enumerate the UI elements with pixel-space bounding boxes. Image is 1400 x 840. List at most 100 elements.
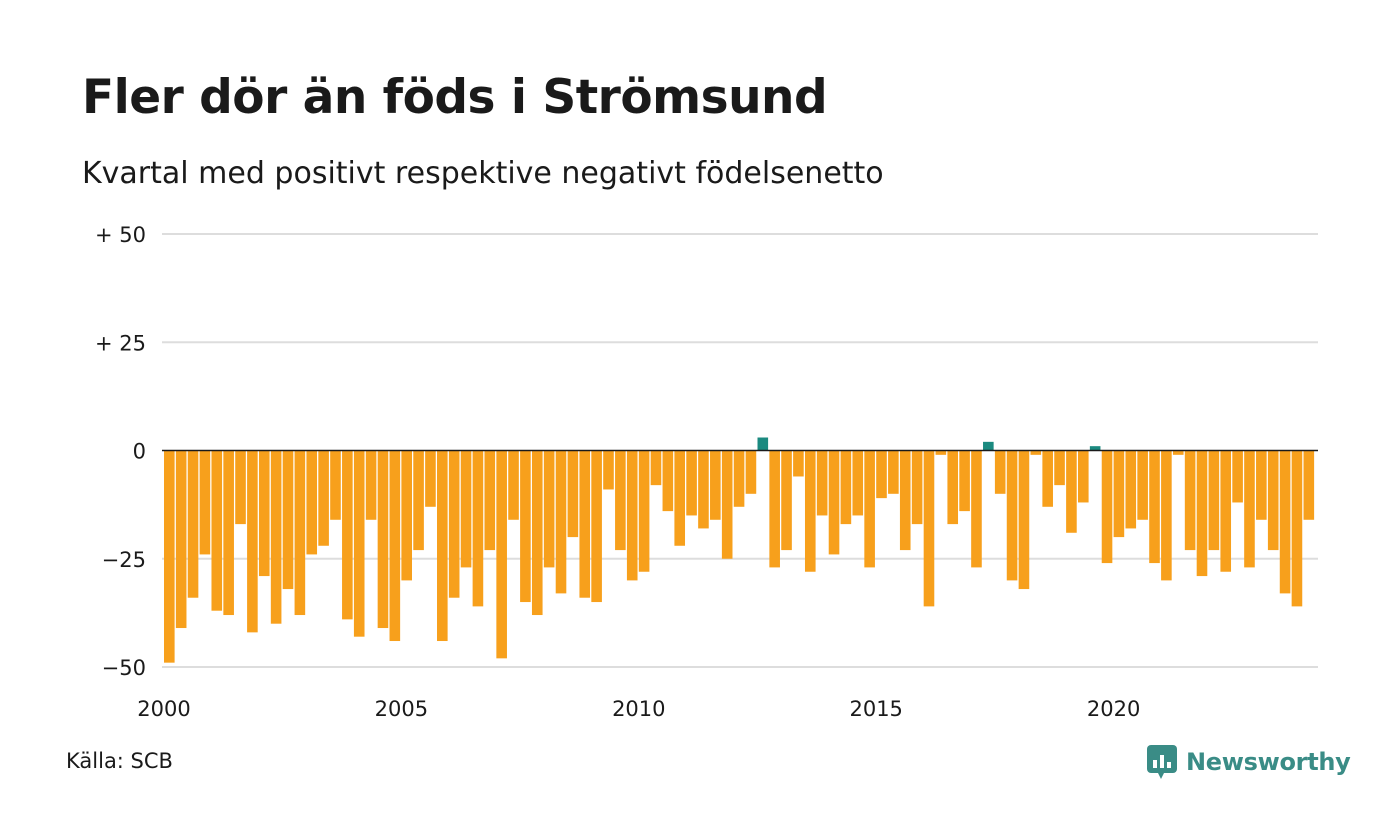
bar — [1054, 450, 1065, 486]
bar — [425, 450, 436, 507]
bar — [626, 450, 638, 581]
bar — [757, 437, 769, 451]
y-axis-ticks: + 50 + 25 0 −25 −50 — [95, 223, 146, 680]
bar — [911, 450, 923, 525]
bar-chart: + 50 + 25 0 −25 −50 2000 2005 2010 2015 2020 — [95, 223, 1318, 721]
bar — [733, 450, 745, 507]
bar — [674, 450, 686, 546]
bar — [1137, 450, 1148, 520]
y-tick-label: + 25 — [95, 331, 146, 355]
gridlines — [162, 233, 1318, 668]
bar — [662, 450, 674, 512]
bar — [448, 450, 460, 598]
bar — [983, 441, 994, 451]
bar — [650, 450, 662, 486]
bar — [211, 450, 223, 611]
bar — [270, 450, 282, 624]
bar — [508, 450, 519, 520]
bar — [876, 450, 887, 499]
bar — [1244, 450, 1255, 568]
bar — [698, 450, 709, 529]
bar — [994, 450, 1006, 494]
bar — [852, 450, 864, 516]
bar — [235, 450, 246, 525]
bar — [1184, 450, 1196, 551]
bar — [1077, 450, 1089, 503]
bar — [1172, 450, 1184, 455]
bar — [330, 450, 341, 520]
bar — [484, 450, 496, 551]
bar — [1303, 450, 1315, 520]
bar — [377, 450, 389, 629]
bar — [1125, 450, 1137, 529]
bar — [745, 450, 757, 494]
bar — [721, 450, 733, 559]
bar — [1232, 450, 1243, 503]
bar — [175, 450, 187, 629]
bar — [1030, 450, 1042, 455]
bar — [638, 450, 650, 572]
bar — [1018, 450, 1030, 590]
bar — [187, 450, 199, 598]
x-tick-label: 2020 — [1087, 697, 1140, 721]
bar — [353, 450, 365, 637]
bars — [164, 437, 1315, 663]
bar — [828, 450, 840, 555]
bar — [164, 450, 175, 663]
bar — [1267, 450, 1279, 551]
bar — [1279, 450, 1291, 594]
bar — [282, 450, 294, 590]
bar — [401, 450, 412, 581]
bar — [389, 450, 401, 642]
bar — [1113, 450, 1125, 538]
bar — [1101, 450, 1113, 564]
x-tick-label: 2010 — [612, 697, 665, 721]
chart-title: Fler dör än föds i Strömsund — [82, 70, 828, 125]
bar — [365, 450, 377, 520]
x-tick-label: 2015 — [849, 697, 902, 721]
bar — [615, 450, 626, 551]
bar — [1291, 450, 1303, 607]
bar — [923, 450, 935, 607]
bar — [804, 450, 816, 572]
y-tick-label: 0 — [133, 440, 146, 464]
bar — [1208, 450, 1220, 551]
bar — [543, 450, 555, 568]
bar — [888, 450, 899, 494]
y-tick-label: −50 — [102, 656, 146, 680]
bar — [306, 450, 318, 555]
bar — [460, 450, 472, 568]
bar — [1196, 450, 1208, 577]
bar — [959, 450, 970, 512]
bar — [567, 450, 579, 538]
bar — [223, 450, 234, 616]
bar — [1066, 450, 1077, 533]
bar — [258, 450, 270, 577]
bar — [437, 450, 448, 642]
bar — [1161, 450, 1172, 581]
x-tick-label: 2000 — [137, 697, 190, 721]
bar — [1042, 450, 1053, 507]
bar — [199, 450, 211, 555]
bar — [1089, 446, 1101, 451]
bar — [342, 450, 353, 620]
source-note: Källa: SCB — [66, 749, 173, 773]
bar — [318, 450, 329, 546]
bar — [520, 450, 531, 603]
bar — [294, 450, 306, 616]
bar — [472, 450, 484, 607]
bar — [247, 450, 258, 633]
bar — [1149, 450, 1160, 564]
bar — [710, 450, 721, 520]
bar — [555, 450, 567, 594]
bar — [864, 450, 875, 568]
bar — [413, 450, 424, 551]
brand-logo: Newsworthy — [1146, 744, 1351, 780]
bar — [579, 450, 591, 598]
bar — [1220, 450, 1232, 572]
x-tick-label: 2005 — [375, 697, 428, 721]
bar — [840, 450, 852, 525]
bar — [971, 450, 982, 568]
bar — [769, 450, 780, 568]
bar — [1256, 450, 1267, 520]
